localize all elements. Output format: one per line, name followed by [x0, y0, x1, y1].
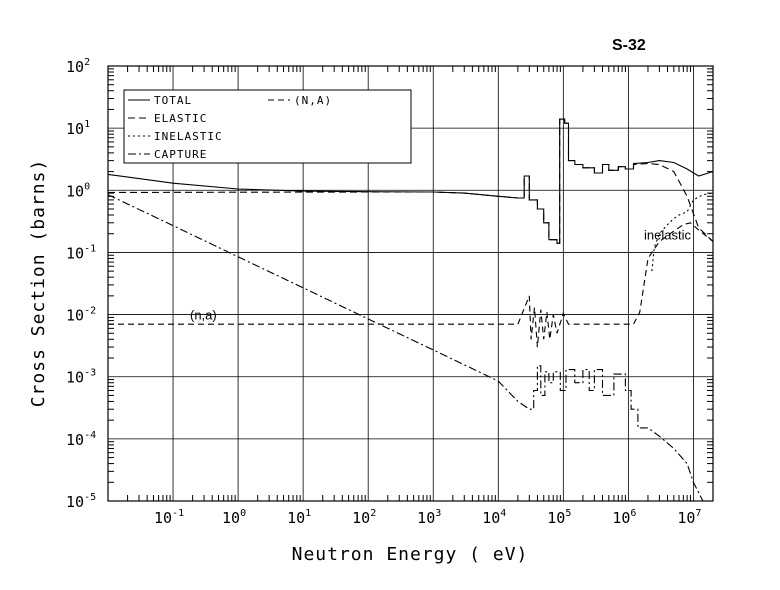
legend-label-2: INELASTIC — [154, 130, 223, 143]
y-tick-label-6: 101 — [66, 119, 90, 138]
x-tick-label-8: 107 — [677, 508, 701, 527]
x-tick-label-1: 100 — [222, 508, 246, 527]
series-line-n-a — [108, 222, 713, 348]
x-tick-label-0: 10-1 — [154, 508, 184, 527]
x-tick-exponent: 5 — [565, 508, 571, 519]
minor-ticks — [108, 66, 713, 501]
y-tick-exponent: 2 — [84, 57, 90, 68]
series-line-inelastic — [651, 192, 713, 272]
y-tick-exponent: -3 — [84, 368, 96, 379]
y-tick-exponent: -1 — [84, 243, 96, 254]
x-tick-label-4: 103 — [417, 508, 441, 527]
annotation-1: (n,a) — [190, 308, 217, 323]
x-tick-exponent: 1 — [305, 508, 311, 519]
legend: TOTAL ELASTIC INELASTIC CAPTURE (N,A) — [123, 89, 412, 164]
x-tick-exponent: -1 — [172, 508, 184, 519]
x-tick-exponent: 6 — [630, 508, 636, 519]
y-tick-exponent: 0 — [84, 181, 90, 192]
plot-frame — [107, 65, 714, 502]
legend-label-0: TOTAL — [154, 94, 192, 107]
y-tick-label-3: 10-2 — [66, 306, 96, 325]
y-tick-label-7: 102 — [66, 57, 90, 76]
series-line-capture — [108, 194, 704, 501]
x-tick-exponent: 7 — [695, 508, 701, 519]
x-tick-exponent: 4 — [500, 508, 506, 519]
x-tick-label-5: 104 — [482, 508, 506, 527]
y-tick-label-1: 10-4 — [66, 430, 96, 449]
series-layer — [108, 118, 713, 501]
x-axis-label: Neutron Energy ( eV) — [292, 544, 529, 565]
y-tick-exponent: -5 — [84, 492, 96, 503]
legend-label-4: (N,A) — [294, 94, 332, 107]
x-tick-label-6: 105 — [547, 508, 571, 527]
x-tick-exponent: 0 — [240, 508, 246, 519]
legend-label-1: ELASTIC — [154, 112, 207, 125]
y-tick-label-5: 100 — [66, 181, 90, 200]
x-tick-labels: 10-1 100 101 102 103 104 105 106 107 — [154, 508, 701, 527]
y-axis-label: Cross Section (barns) — [28, 159, 49, 408]
y-tick-label-0: 10-5 — [66, 492, 96, 511]
x-tick-exponent: 2 — [370, 508, 376, 519]
y-tick-exponent: -2 — [84, 306, 96, 317]
annotations: inelastic (n,a) — [190, 228, 692, 323]
annotation-0: inelastic — [644, 228, 691, 243]
x-tick-label-2: 101 — [287, 508, 311, 527]
x-tick-label-3: 102 — [352, 508, 376, 527]
y-tick-exponent: 1 — [84, 119, 90, 130]
y-tick-label-4: 10-1 — [66, 243, 96, 262]
series-line-elastic — [108, 118, 713, 244]
y-tick-label-2: 10-3 — [66, 368, 96, 387]
chart-title: S-32 — [612, 37, 646, 54]
x-tick-label-7: 106 — [612, 508, 636, 527]
legend-label-3: CAPTURE — [154, 148, 207, 161]
x-tick-exponent: 3 — [435, 508, 441, 519]
legend-box — [123, 89, 412, 164]
y-tick-exponent: -4 — [84, 430, 96, 441]
